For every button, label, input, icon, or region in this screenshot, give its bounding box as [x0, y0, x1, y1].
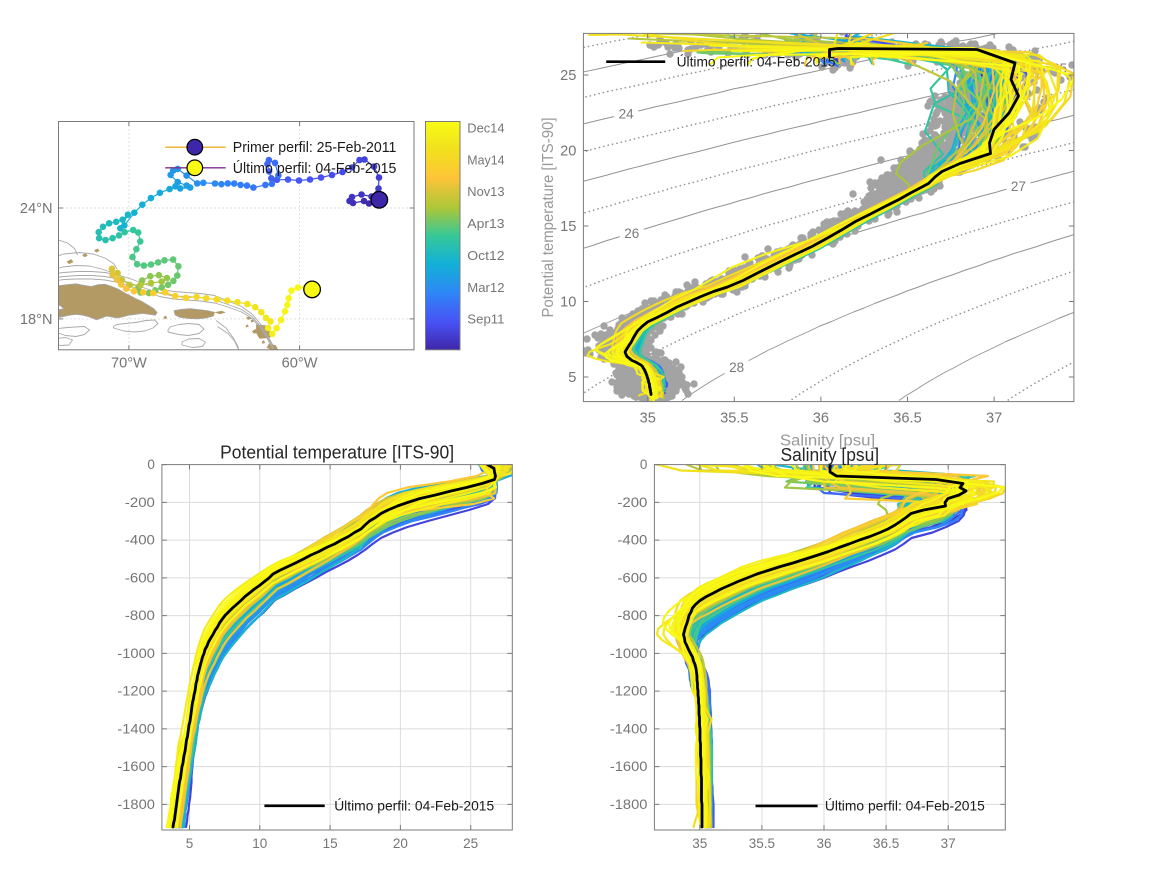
svg-text:26: 26 [624, 226, 639, 241]
svg-text:Oct12: Oct12 [467, 248, 504, 263]
svg-text:27: 27 [1011, 179, 1026, 194]
svg-text:Sep11: Sep11 [467, 312, 504, 327]
svg-text:18°N: 18°N [20, 312, 53, 328]
svg-text:28: 28 [729, 360, 744, 375]
svg-text:Apr13: Apr13 [467, 216, 504, 231]
svg-text:70°W: 70°W [111, 356, 147, 372]
svg-text:May14: May14 [467, 152, 504, 167]
svg-text:60°W: 60°W [282, 356, 318, 372]
svg-text:Nov13: Nov13 [467, 184, 504, 199]
svg-text:Mar12: Mar12 [467, 280, 504, 295]
svg-text:24: 24 [619, 107, 635, 122]
svg-text:24°N: 24°N [20, 201, 53, 217]
svg-text:Primer perfil: 25-Feb-2011: Primer perfil: 25-Feb-2011 [233, 140, 397, 156]
svg-text:Dec14: Dec14 [467, 120, 504, 135]
svg-text:Último perfil: 04-Feb-2015: Último perfil: 04-Feb-2015 [233, 160, 397, 177]
